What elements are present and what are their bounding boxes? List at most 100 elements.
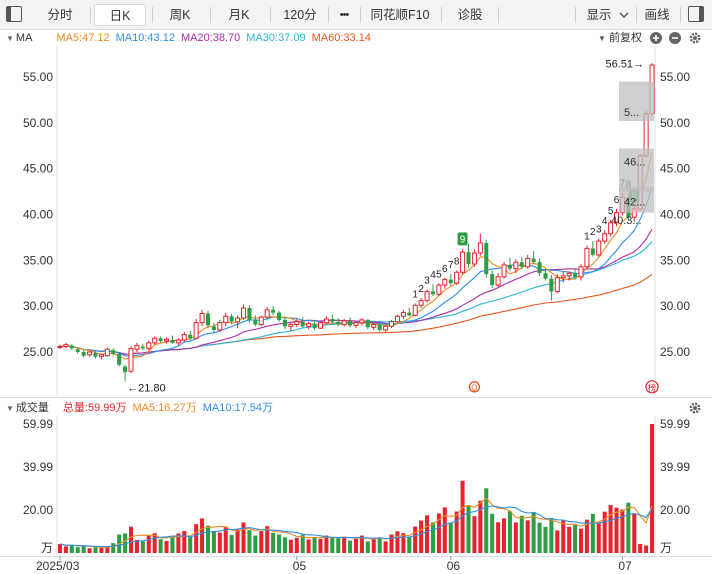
volume-title[interactable]: 成交量	[15, 402, 49, 414]
volume-chart[interactable]: 59.99 59.99 39.99 39.99 20.00 20.00 万 万 2025/03 0…	[0, 398, 712, 574]
tab-daily-k[interactable]: 日K	[94, 4, 146, 26]
candle-body	[490, 274, 495, 286]
volume-bar	[442, 507, 447, 553]
toolbar-divider	[210, 7, 211, 23]
volume-bar	[561, 520, 566, 553]
ma5-value: MA5:47.12	[56, 32, 110, 44]
volume-bar	[318, 538, 323, 553]
volume-tick-label-right: 39.99	[660, 460, 690, 474]
volume-bar	[537, 522, 542, 553]
candle-body	[501, 264, 507, 278]
toolbar-divider	[575, 7, 576, 23]
candle-body	[134, 345, 140, 350]
ma20-line	[59, 229, 653, 355]
candle-body	[466, 252, 471, 264]
toolbar-divider	[360, 7, 361, 23]
candle-body	[264, 309, 270, 318]
volume-bar	[383, 541, 388, 553]
tab-weekly-k[interactable]: 周K	[169, 8, 191, 22]
candle-body	[181, 334, 187, 341]
diagnose-button[interactable]: 诊股	[457, 8, 483, 22]
tab-monthly-k[interactable]: 月K	[228, 8, 250, 22]
count-label: 3	[424, 276, 430, 287]
candle-body	[69, 345, 74, 349]
volume-bar	[389, 534, 394, 553]
y-tick-label-right: 40.00	[660, 208, 690, 222]
volume-bar	[69, 545, 74, 553]
adjust-mode[interactable]: ▼ 前复权	[598, 31, 642, 46]
volume-bar	[271, 532, 276, 553]
volume-bar	[123, 533, 128, 553]
candle-body	[418, 300, 424, 306]
indicator-name[interactable]: MA	[15, 32, 33, 44]
display-button[interactable]: 显示	[586, 8, 612, 22]
settings-gear-icon[interactable]	[688, 31, 702, 45]
volume-total: 总量:59.99万	[62, 402, 127, 414]
candle-body	[306, 323, 312, 327]
tab-120min[interactable]: 120分	[283, 8, 317, 22]
count-label: 4	[602, 216, 608, 227]
toolbar-divider	[328, 7, 329, 23]
toolbar-divider	[680, 7, 681, 23]
candle-body	[531, 258, 536, 263]
candle-body	[158, 338, 163, 341]
tab-intraday[interactable]: 分时	[47, 8, 73, 22]
collapse-triangle-icon[interactable]: ▼	[6, 404, 14, 413]
draw-line-button[interactable]: 画线	[644, 8, 670, 22]
rank-marker-icon	[645, 380, 659, 394]
y-tick-label-left: 25.00	[23, 345, 53, 359]
count-label: 7	[448, 260, 454, 271]
count-badge	[457, 232, 468, 246]
volume-bar	[395, 531, 400, 553]
volume-settings-gear-icon[interactable]	[688, 401, 702, 415]
volume-bar	[632, 513, 637, 553]
candle-body	[359, 319, 365, 324]
date-axis-label: 06	[447, 559, 461, 573]
candle-body	[549, 278, 554, 292]
candle-body	[513, 261, 519, 270]
zoom-in-icon[interactable]	[649, 31, 663, 45]
chevron-down-icon[interactable]	[618, 10, 630, 20]
toolbar: 分时 日K 周K 月K 120分 ••• 同花顺F10 诊股 显示 画线	[0, 0, 712, 30]
left-panel-toggle-icon[interactable]	[6, 6, 22, 22]
volume-bar	[176, 533, 181, 553]
volume-ma5-line	[59, 497, 653, 548]
f10-button[interactable]: 同花顺F10	[370, 8, 430, 22]
candle-body	[566, 272, 572, 277]
right-panel-toggle-icon[interactable]	[688, 6, 704, 22]
volume-bar	[93, 547, 98, 553]
volume-tick-label-right: 20.00	[660, 503, 690, 517]
volume-bar	[608, 505, 613, 553]
candle-body	[312, 323, 317, 329]
count-label: 9	[460, 234, 466, 245]
volume-bar	[140, 541, 145, 553]
price-zone-box	[619, 187, 654, 213]
count-label: 5	[608, 206, 614, 217]
volume-bar	[513, 522, 518, 553]
date-axis-label: 07	[618, 559, 632, 573]
date-axis-label: 2025/03	[36, 559, 80, 573]
count-label: 3	[596, 224, 602, 235]
candlestick-chart[interactable]: 55.00 55.00 50.00 50.00 45.00 45.00 40.00 40.00…	[0, 30, 712, 398]
y-tick-label-left: 40.00	[23, 208, 53, 222]
candle-body	[578, 266, 584, 278]
volume-bar	[205, 525, 210, 553]
candle-body	[146, 342, 152, 349]
volume-bar	[105, 546, 110, 553]
volume-bar	[543, 526, 548, 553]
volume-bar	[365, 541, 370, 553]
candle-body	[98, 354, 104, 358]
candle-body	[596, 240, 602, 256]
candle-body	[484, 242, 489, 275]
collapse-triangle-icon[interactable]: ▼	[6, 34, 14, 43]
more-menu-button[interactable]: •••	[339, 9, 350, 21]
candle-body	[300, 321, 305, 327]
volume-bar	[567, 526, 572, 553]
volume-bar	[596, 522, 601, 553]
q-marker-label: Q	[471, 383, 477, 392]
volume-bar	[217, 532, 222, 553]
y-tick-label-right: 45.00	[660, 162, 690, 176]
zoom-out-icon[interactable]	[668, 31, 682, 45]
volume-bar	[182, 531, 187, 553]
toolbar-divider	[636, 7, 637, 23]
